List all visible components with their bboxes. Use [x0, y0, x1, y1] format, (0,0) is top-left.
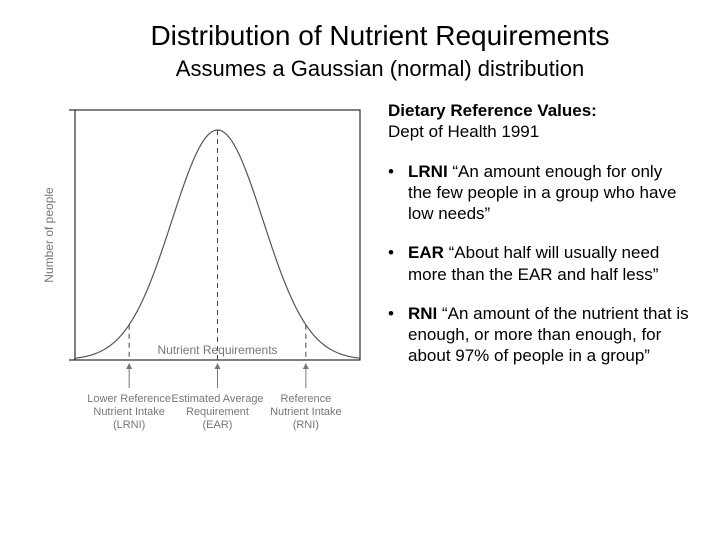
bullet-body: LRNI “An amount enough for only the few …	[408, 161, 690, 225]
svg-text:(LRNI): (LRNI)	[113, 419, 145, 431]
svg-text:Lower Reference: Lower Reference	[87, 393, 171, 405]
bullet-item: • RNI “An amount of the nutrient that is…	[388, 303, 690, 367]
svg-text:Requirement: Requirement	[186, 406, 249, 418]
bullet-body: RNI “An amount of the nutrient that is e…	[408, 303, 690, 367]
bullet-body: EAR “About half will usually need more t…	[408, 242, 690, 285]
chart-svg: Lower ReferenceNutrient Intake(LRNI)Esti…	[30, 100, 370, 460]
bullet-marker: •	[388, 242, 408, 285]
bullet-item: • EAR “About half will usually need more…	[388, 242, 690, 285]
svg-text:Nutrient Intake: Nutrient Intake	[270, 406, 342, 418]
bullet-text: “An amount enough for only the few peopl…	[408, 162, 676, 224]
svg-text:Number of people: Number of people	[42, 187, 56, 283]
content-row: Lower ReferenceNutrient Intake(LRNI)Esti…	[30, 100, 690, 460]
bullet-abbr: EAR	[408, 243, 444, 262]
text-column: Dietary Reference Values: Dept of Health…	[388, 100, 690, 385]
slide: Distribution of Nutrient Requirements As…	[0, 0, 720, 480]
svg-text:(EAR): (EAR)	[203, 419, 233, 431]
bullet-marker: •	[388, 303, 408, 367]
slide-subtitle: Assumes a Gaussian (normal) distribution	[30, 56, 690, 82]
bullet-item: • LRNI “An amount enough for only the fe…	[388, 161, 690, 225]
svg-text:Nutrient Intake: Nutrient Intake	[93, 406, 165, 418]
drv-subheading: Dept of Health 1991	[388, 121, 690, 142]
slide-title: Distribution of Nutrient Requirements	[30, 20, 690, 52]
bullet-abbr: RNI	[408, 304, 437, 323]
svg-text:(RNI): (RNI)	[293, 419, 319, 431]
drv-heading: Dietary Reference Values:	[388, 100, 690, 121]
bullet-marker: •	[388, 161, 408, 225]
svg-text:Estimated Average: Estimated Average	[171, 393, 263, 405]
svg-text:Nutrient Requirements: Nutrient Requirements	[157, 343, 277, 357]
bullet-text: “An amount of the nutrient that is enoug…	[408, 304, 689, 366]
svg-text:Reference: Reference	[280, 393, 331, 405]
bullet-text: “About half will usually need more than …	[408, 243, 659, 283]
distribution-chart: Lower ReferenceNutrient Intake(LRNI)Esti…	[30, 100, 370, 460]
bullet-abbr: LRNI	[408, 162, 448, 181]
